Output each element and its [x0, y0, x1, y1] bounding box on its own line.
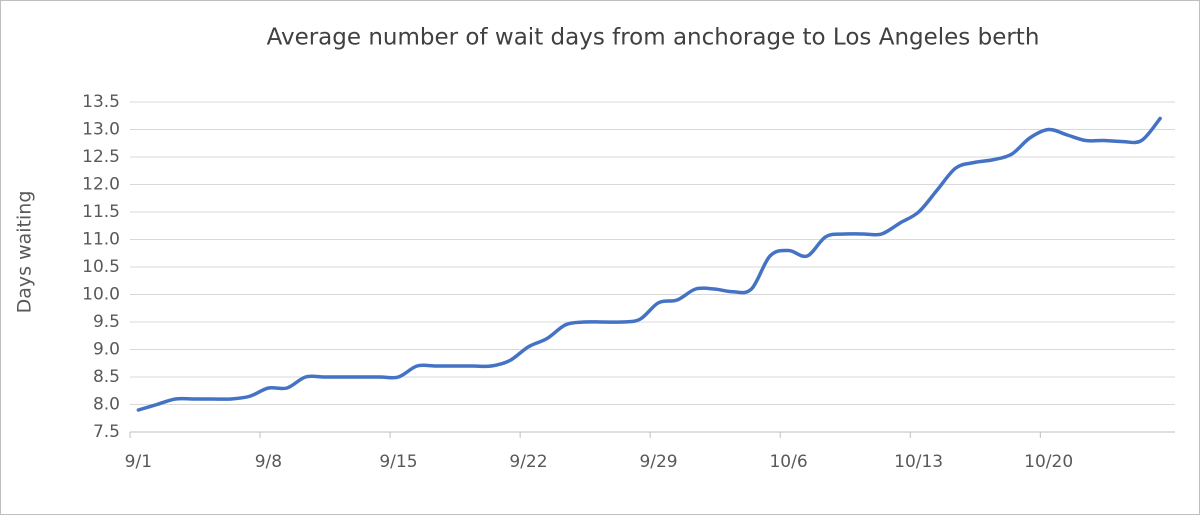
y-axis-label: Days waiting — [14, 191, 36, 314]
y-tick-label: 8.0 — [93, 395, 120, 415]
y-tick-label: 13.0 — [82, 120, 120, 140]
y-tick-label: 11.5 — [82, 202, 120, 222]
y-tick-label: 10.0 — [82, 285, 120, 305]
x-tick-label: 10/6 — [769, 452, 807, 472]
y-tick-label: 12.0 — [82, 175, 120, 195]
y-tick-label: 11.0 — [82, 230, 120, 250]
y-tick-label: 13.5 — [82, 92, 120, 112]
chart-title: Average number of wait days from anchora… — [267, 25, 1040, 51]
y-tick-label: 9.0 — [93, 340, 120, 360]
x-tick-label: 10/20 — [1024, 452, 1073, 472]
y-tick-label: 8.5 — [93, 367, 120, 387]
x-tick-label: 10/13 — [894, 452, 943, 472]
y-tick-label: 10.5 — [82, 257, 120, 277]
y-tick-label: 9.5 — [93, 312, 120, 332]
y-tick-label: 12.5 — [82, 147, 120, 167]
x-tick-label: 9/1 — [125, 452, 152, 472]
x-tick-label: 9/22 — [509, 452, 547, 472]
x-tick-label: 9/29 — [639, 452, 677, 472]
y-tick-label: 7.5 — [93, 422, 120, 442]
data-line — [136, 116, 1162, 412]
x-tick-label: 9/15 — [379, 452, 417, 472]
x-tick-label: 9/8 — [255, 452, 282, 472]
